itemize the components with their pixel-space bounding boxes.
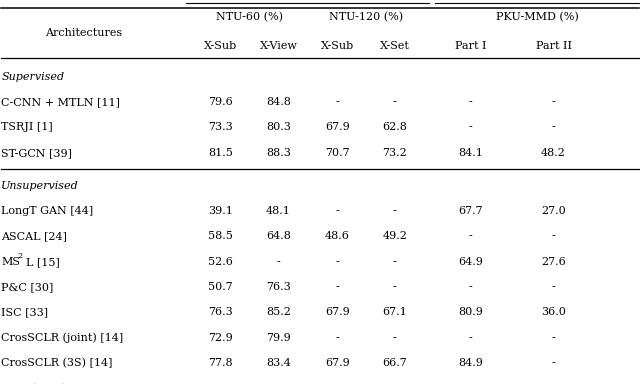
Text: 66.7: 66.7 xyxy=(383,358,407,368)
Text: -: - xyxy=(552,97,556,107)
Text: LongT GAN [44]: LongT GAN [44] xyxy=(1,206,93,216)
Text: 79.9: 79.9 xyxy=(266,333,291,343)
Text: 77.8: 77.8 xyxy=(209,358,233,368)
Text: 72.9: 72.9 xyxy=(209,333,233,343)
Text: 39.1: 39.1 xyxy=(209,206,233,216)
Text: 67.9: 67.9 xyxy=(325,358,349,368)
Text: 48.1: 48.1 xyxy=(266,206,291,216)
Text: 84.9: 84.9 xyxy=(458,358,483,368)
Text: Part I: Part I xyxy=(454,41,486,51)
Text: -: - xyxy=(468,97,472,107)
Text: 80.9: 80.9 xyxy=(458,308,483,318)
Text: 67.9: 67.9 xyxy=(325,122,349,132)
Text: -: - xyxy=(552,122,556,132)
Text: -: - xyxy=(393,206,397,216)
Text: 80.3: 80.3 xyxy=(266,122,291,132)
Text: -: - xyxy=(393,282,397,292)
Text: 52.6: 52.6 xyxy=(209,257,233,267)
Text: MS: MS xyxy=(1,257,20,267)
Text: -: - xyxy=(335,282,339,292)
Text: -: - xyxy=(393,97,397,107)
Text: 27.6: 27.6 xyxy=(541,257,566,267)
Text: 48.2: 48.2 xyxy=(541,148,566,158)
Text: -: - xyxy=(468,333,472,343)
Text: 67.7: 67.7 xyxy=(458,206,483,216)
Text: 84.1: 84.1 xyxy=(458,148,483,158)
Text: 2: 2 xyxy=(18,252,23,260)
Text: 48.6: 48.6 xyxy=(325,232,349,242)
Text: CrosSCLR (3S) [14]: CrosSCLR (3S) [14] xyxy=(1,358,113,368)
Text: 73.3: 73.3 xyxy=(209,122,233,132)
Text: Supervised: Supervised xyxy=(1,72,65,82)
Text: 58.5: 58.5 xyxy=(209,232,233,242)
Text: 76.3: 76.3 xyxy=(209,308,233,318)
Text: L [15]: L [15] xyxy=(26,257,60,267)
Text: -: - xyxy=(335,97,339,107)
Text: CrosSCLR (joint) [14]: CrosSCLR (joint) [14] xyxy=(1,333,124,343)
Text: 85.2: 85.2 xyxy=(266,308,291,318)
Text: 36.0: 36.0 xyxy=(541,308,566,318)
Text: P&C [30]: P&C [30] xyxy=(1,282,54,292)
Text: ST-GCN [39]: ST-GCN [39] xyxy=(1,148,72,158)
Text: -: - xyxy=(552,333,556,343)
Text: -: - xyxy=(335,333,339,343)
Text: -: - xyxy=(393,257,397,267)
Text: 64.8: 64.8 xyxy=(266,232,291,242)
Text: X-Sub: X-Sub xyxy=(321,41,354,51)
Text: -: - xyxy=(468,232,472,242)
Text: TSRJI [1]: TSRJI [1] xyxy=(1,122,53,132)
Text: 67.9: 67.9 xyxy=(325,308,349,318)
Text: -: - xyxy=(552,358,556,368)
Text: 81.5: 81.5 xyxy=(209,148,233,158)
Text: -: - xyxy=(335,257,339,267)
Text: Unsupervised: Unsupervised xyxy=(1,181,79,191)
Text: X-View: X-View xyxy=(259,41,298,51)
Text: NTU-120 (%): NTU-120 (%) xyxy=(329,12,403,22)
Text: ASCAL [24]: ASCAL [24] xyxy=(1,232,67,242)
Text: -: - xyxy=(276,257,280,267)
Text: 83.4: 83.4 xyxy=(266,358,291,368)
Text: -: - xyxy=(468,282,472,292)
Text: Part II: Part II xyxy=(536,41,572,51)
Text: 88.3: 88.3 xyxy=(266,148,291,158)
Text: -: - xyxy=(335,206,339,216)
Text: 50.7: 50.7 xyxy=(209,282,233,292)
Text: Architectures: Architectures xyxy=(45,28,122,38)
Text: -: - xyxy=(393,333,397,343)
Text: 76.3: 76.3 xyxy=(266,282,291,292)
Text: ISC [33]: ISC [33] xyxy=(1,308,49,318)
Text: PKU-MMD (%): PKU-MMD (%) xyxy=(496,12,579,22)
Text: NTU-60 (%): NTU-60 (%) xyxy=(216,12,283,22)
Text: 79.6: 79.6 xyxy=(209,97,233,107)
Text: X-Sub: X-Sub xyxy=(204,41,237,51)
Text: X-Set: X-Set xyxy=(380,41,410,51)
Text: C-CNN + MTLN [11]: C-CNN + MTLN [11] xyxy=(1,97,120,107)
Text: -: - xyxy=(552,232,556,242)
Text: 70.7: 70.7 xyxy=(325,148,349,158)
Text: 73.2: 73.2 xyxy=(383,148,407,158)
Text: 84.8: 84.8 xyxy=(266,97,291,107)
Text: 27.0: 27.0 xyxy=(541,206,566,216)
Text: 62.8: 62.8 xyxy=(383,122,407,132)
Text: -: - xyxy=(468,122,472,132)
Text: -: - xyxy=(552,282,556,292)
Text: CPM (joint): CPM (joint) xyxy=(1,383,67,384)
Text: 67.1: 67.1 xyxy=(383,308,407,318)
Text: 49.2: 49.2 xyxy=(383,232,407,242)
Text: 64.9: 64.9 xyxy=(458,257,483,267)
